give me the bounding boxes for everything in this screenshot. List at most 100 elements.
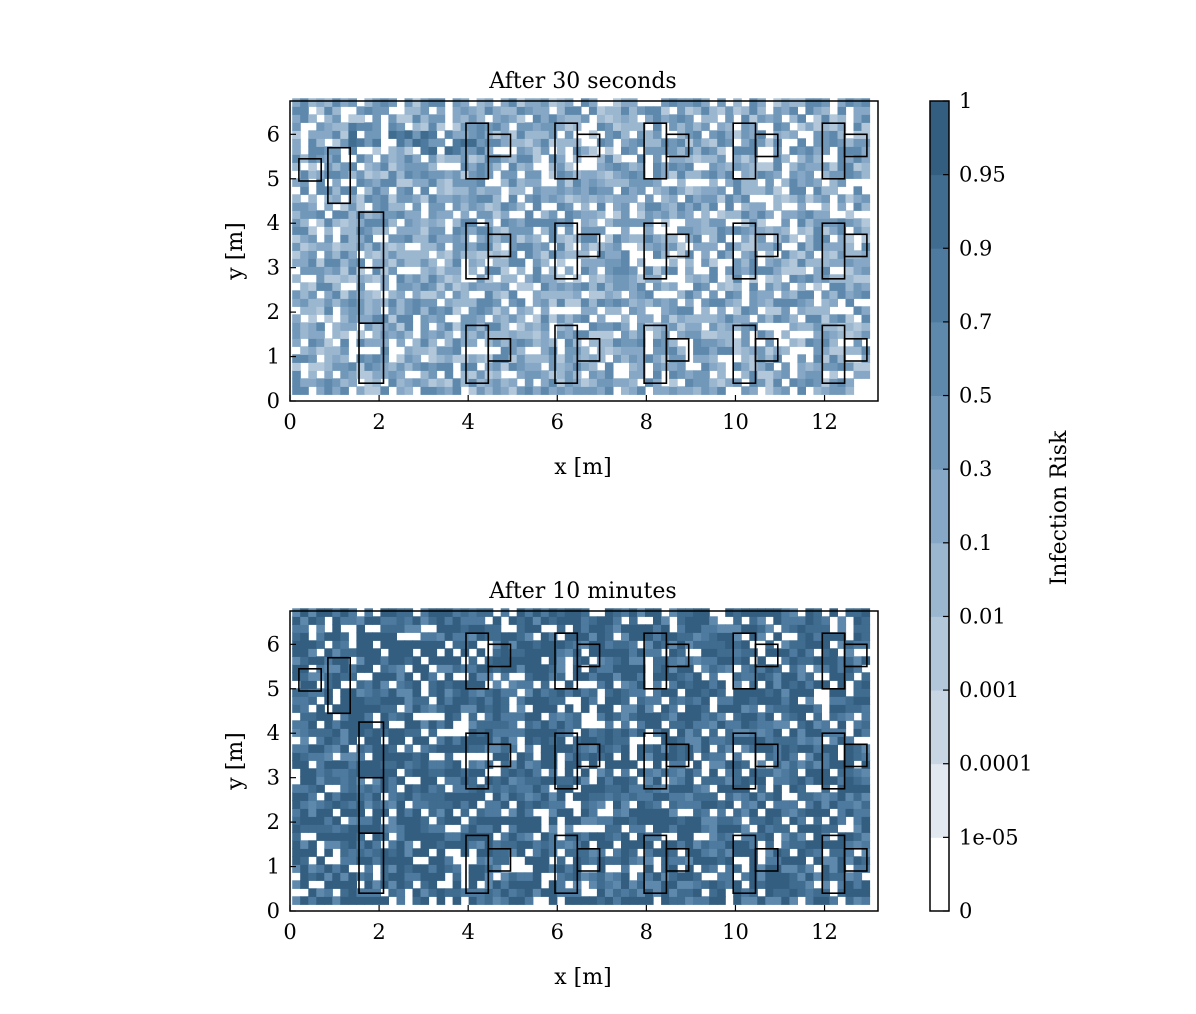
heatmap-cell — [853, 744, 863, 753]
heatmap-cell — [749, 896, 758, 905]
heatmap-cell — [332, 330, 341, 339]
heatmap-cell — [637, 768, 646, 777]
heatmap-cell — [540, 330, 550, 339]
heatmap-cell — [364, 696, 373, 705]
heatmap-cell — [789, 832, 798, 841]
heatmap-cell — [492, 234, 502, 243]
heatmap-cell — [556, 720, 566, 729]
heatmap-cell — [629, 664, 638, 673]
obstacle-box — [665, 847, 690, 872]
heatmap-cell — [580, 840, 590, 849]
heatmap-cell — [308, 202, 317, 211]
heatmap-cell — [516, 106, 526, 115]
heatmap-cell — [412, 616, 422, 625]
heatmap-cell — [308, 648, 317, 657]
heatmap-cell — [813, 656, 822, 665]
heatmap-cell — [789, 640, 798, 649]
heatmap-cell — [436, 608, 446, 617]
heatmap-cell — [669, 648, 678, 657]
heatmap-cell — [861, 720, 871, 729]
heatmap-cell — [340, 616, 349, 625]
heatmap-cell — [500, 840, 510, 849]
heatmap-cell — [356, 266, 365, 275]
heatmap-cell — [516, 728, 526, 737]
heatmap-cell — [500, 696, 510, 705]
heatmap-cell — [540, 744, 550, 753]
heatmap-cell — [348, 832, 357, 841]
heatmap-cell — [340, 856, 349, 865]
heatmap-cell — [292, 848, 301, 857]
heatmap-cell — [637, 202, 646, 211]
heatmap-cell — [709, 138, 718, 147]
heatmap-cell — [845, 808, 855, 817]
heatmap-cell — [580, 728, 590, 737]
heatmap-cell — [653, 768, 662, 777]
heatmap-cell — [372, 840, 381, 849]
heatmap-cell — [741, 362, 750, 371]
heatmap-cell — [845, 210, 855, 219]
heatmap-cell — [789, 784, 798, 793]
heatmap-cell — [821, 808, 830, 817]
panel-title: After 10 minutes — [488, 579, 676, 604]
heatmap-cell — [404, 98, 414, 107]
heatmap-cell — [709, 226, 718, 235]
heatmap-cell — [300, 640, 309, 649]
heatmap-cell — [773, 872, 782, 881]
heatmap-cell — [621, 664, 630, 673]
heatmap-cell — [564, 250, 574, 259]
heatmap-cell — [613, 194, 622, 203]
heatmap-cell — [669, 162, 678, 171]
heatmap-cell — [500, 218, 510, 227]
heatmap-cell — [685, 824, 694, 833]
heatmap-cell — [340, 274, 349, 283]
heatmap-cell — [300, 114, 309, 123]
heatmap-cell — [468, 824, 478, 833]
heatmap-cell — [596, 728, 606, 737]
heatmap-cell — [765, 856, 774, 865]
heatmap-cell — [348, 314, 357, 323]
heatmap-cell — [324, 720, 333, 729]
heatmap-cell — [813, 856, 822, 865]
heatmap-cell — [500, 736, 510, 745]
heatmap-cell — [853, 370, 863, 379]
obstacle-box — [298, 667, 322, 692]
heatmap-cell — [813, 218, 822, 227]
heatmap-cell — [444, 338, 454, 347]
heatmap-cell — [629, 138, 638, 147]
heatmap-cell — [765, 386, 774, 395]
heatmap-cell — [588, 832, 598, 841]
heatmap-cell — [604, 696, 614, 705]
heatmap-cell — [548, 832, 558, 841]
heatmap-cell — [524, 242, 534, 251]
heatmap-cell — [364, 856, 373, 865]
heatmap-cell — [340, 314, 349, 323]
heatmap-cell — [364, 194, 373, 203]
heatmap-cell — [661, 234, 670, 243]
heatmap-cell — [765, 378, 774, 387]
colorbar-tick-label: 0.3 — [959, 457, 992, 481]
heatmap-cell — [765, 608, 774, 617]
heatmap-cell — [308, 640, 317, 649]
heatmap-cell — [292, 856, 301, 865]
heatmap-cell — [532, 728, 542, 737]
heatmap-cell — [621, 688, 630, 697]
heatmap-cell — [596, 792, 606, 801]
heatmap-cell — [829, 672, 838, 681]
heatmap-cell — [380, 162, 389, 171]
heatmap-cell — [404, 330, 414, 339]
heatmap-cell — [797, 728, 806, 737]
heatmap-cell — [717, 688, 726, 697]
heatmap-cell — [661, 330, 670, 339]
heatmap-cell — [765, 872, 774, 881]
heatmap-cell — [420, 864, 430, 873]
heatmap-cell — [853, 768, 863, 777]
heatmap-cell — [492, 202, 502, 211]
heatmap-cell — [308, 752, 317, 761]
heatmap-cell — [861, 896, 871, 905]
heatmap-cell — [749, 744, 758, 753]
heatmap-cell — [324, 864, 333, 873]
heatmap-cell — [452, 170, 462, 179]
heatmap-cell — [677, 114, 686, 123]
heatmap-cell — [316, 616, 325, 625]
heatmap-cell — [717, 872, 726, 881]
